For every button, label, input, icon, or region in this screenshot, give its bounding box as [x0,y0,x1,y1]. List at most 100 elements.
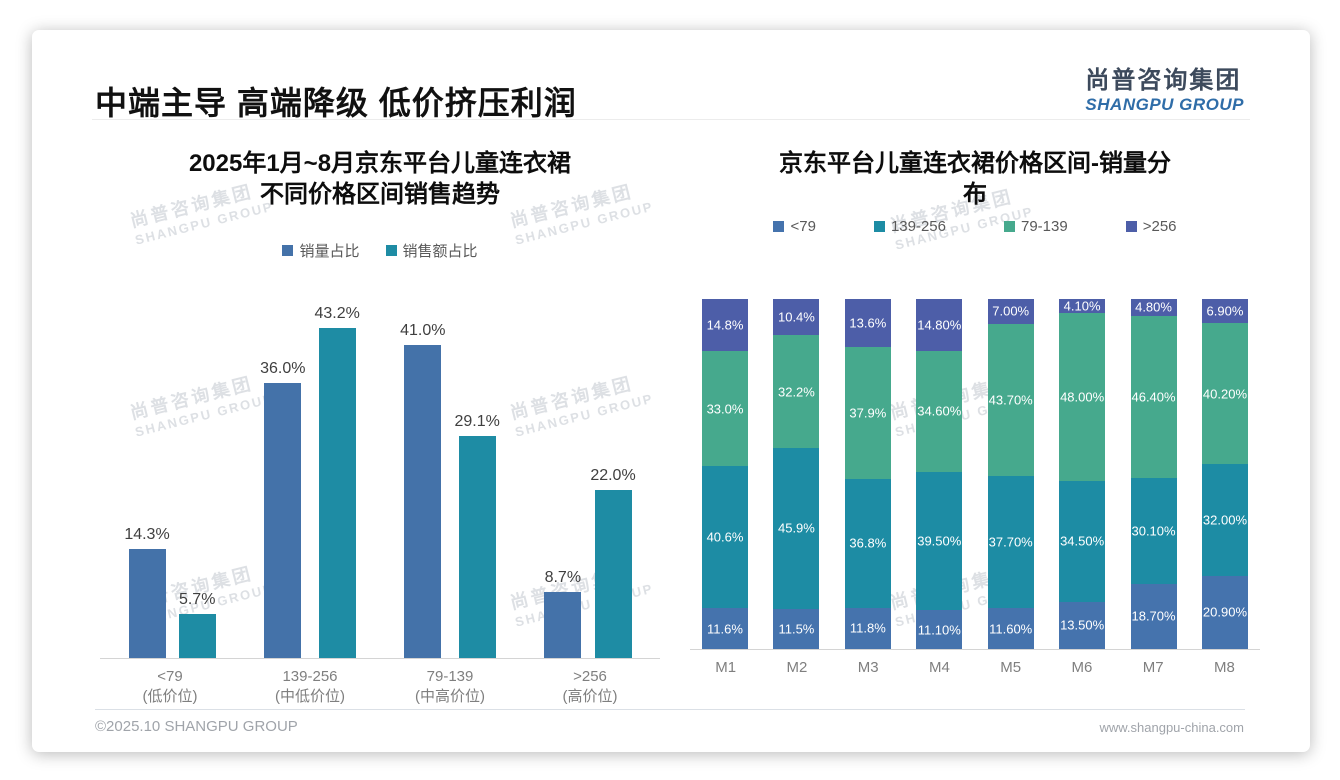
bar-value-label: 41.0% [400,322,446,339]
bar-segment: 40.20% [1201,323,1248,464]
bar: 22.0% [590,467,636,658]
stack-column: 11.8% 36.8% 37.9% 13.6% [844,299,891,649]
slide: 尚普咨询集团 SHANGPU GROUP 尚普咨询集团 SHANGPU GROUP 尚普… [32,30,1310,752]
bar-segment: 14.8% [702,299,748,351]
bar-segment: 11.6% [702,608,748,649]
stack-column: 11.10% 39.50% 34.60% 14.80% [916,299,963,649]
legend-label: 销售额占比 [402,243,478,260]
bar-segment: 37.9% [844,346,891,480]
brand-logo-cn: 尚普咨询集团 [1085,67,1242,94]
segment-value-label: 39.50% [917,533,962,549]
segment-value-label: 45.9% [777,520,815,536]
bar-segment: 11.8% [844,607,891,649]
segment-value-label: 48.00% [1060,389,1105,405]
chart-price-band-volume-distribution: 京东平台儿童连衣裙价格区间-销量分布 <79 139-256 79-139 >256 … [690,148,1260,678]
plot-area: 11.6% 40.6% 33.0% 14.8% 11.5% 45.9% 32.2% 10.4%… [690,299,1260,678]
segment-value-label: 34.50% [1060,533,1105,549]
plot-area: 14.3% 5.7% 36.0% 43.2% 41.0% 29.1% 8.7% 22.0% <… [100,283,660,707]
bar-segment: 14.80% [916,299,963,351]
stack-column: 11.5% 45.9% 32.2% 10.4% [773,298,820,649]
bar-segment: 36.8% [844,479,891,608]
legend-label: 79-139 [1021,218,1068,235]
bar-value-label: 5.7% [178,591,216,608]
segment-value-label: 30.10% [1131,523,1176,539]
stack-column: 11.6% 40.6% 33.0% 14.8% [702,299,748,649]
legend-marker [1004,221,1015,232]
segment-value-label: 14.80% [917,317,962,333]
legend-marker [873,221,885,232]
legend-item: 销量占比 [282,240,360,261]
legend-item: 79-139 [1004,218,1068,235]
bar-value-label: 14.3% [124,526,170,543]
segment-value-label: 40.6% [706,529,744,545]
bar-segment: 32.2% [773,335,820,449]
header-divider [92,119,1250,120]
legend-item: 139-256 [873,218,946,235]
segment-value-label: 11.5% [778,621,815,637]
x-category-label: <79 (低价位) [142,668,198,705]
bar-value-label: 36.0% [260,360,306,377]
segment-value-label: 18.70% [1131,608,1176,624]
chart-title: 京东平台儿童连衣裙价格区间-销量分布 [779,150,1171,208]
bar-group: 36.0% 43.2% [240,283,380,658]
bar-segment: 34.60% [916,350,963,472]
bar-segment: 7.00% [987,299,1034,324]
segment-value-label: 6.90% [1206,303,1244,319]
page-title: 中端主导 高端降级 低价挤压利润 [95,85,577,121]
brand-logo: 尚普咨询集团 SHANGPU GROUP [1085,60,1244,115]
chart-title: 2025年1月~8月京东平台儿童连衣裙 不同价格区间销售趋势 [188,150,572,208]
x-category-label: M7 [1142,659,1164,676]
bar-segment: 18.70% [1130,583,1177,649]
bar-segment: 48.00% [1059,313,1106,482]
bar-group: 41.0% 29.1% [380,283,520,658]
x-category-label: M3 [857,659,879,676]
segment-value-label: 14.8% [706,317,744,333]
bar-segment: 11.5% [773,608,820,649]
segment-value-label: 11.8% [849,620,886,636]
bar-rect [318,328,356,658]
x-category-label: M1 [715,659,737,676]
x-category-label: >256 (高价位) [562,668,618,705]
segment-value-label: 32.00% [1202,512,1247,528]
segment-value-label: 13.6% [849,315,887,331]
brand-logo-en: SHANGPU GROUP [1085,95,1244,114]
legend-label: >256 [1142,218,1177,235]
bar: 14.3% [124,526,170,658]
bar-segment: 30.10% [1130,478,1177,584]
segment-value-label: 7.00% [992,303,1030,319]
x-category-label: M6 [1071,659,1093,676]
bar-rect [458,436,496,658]
bar-segment: 11.60% [987,608,1034,649]
footer-website: www.shangpu-china.com [1099,720,1244,735]
segment-value-label: 46.40% [1131,389,1176,405]
legend-label: 139-256 [890,218,946,235]
bar-segment: 40.6% [702,466,748,609]
segment-value-label: 43.70% [988,392,1033,408]
segment-value-label: 11.60% [989,621,1033,637]
bar-segment: 32.00% [1201,463,1248,576]
bar-segment: 10.4% [773,298,820,336]
segment-value-label: 33.0% [706,401,744,417]
legend-item: <79 [773,218,816,235]
x-axis-line [100,658,660,659]
bar: 29.1% [455,413,500,658]
bar-segment: 13.50% [1059,601,1106,649]
segment-value-label: 34.60% [917,403,962,419]
bar-segment: 39.50% [916,471,963,611]
x-category-label: M5 [1000,659,1022,676]
bar-segment: 4.80% [1130,299,1177,316]
legend-marker [282,245,294,256]
bar-value-label: 43.2% [314,305,360,322]
bar-rect [544,592,582,658]
bar: 8.7% [544,569,582,658]
bar-segment: 37.70% [987,476,1034,609]
bar-rect [264,383,302,658]
bar-segment: 20.90% [1201,575,1248,649]
segment-value-label: 37.9% [849,405,887,421]
segment-value-label: 13.50% [1060,617,1105,633]
x-category-label: 79-139 (中高价位) [415,668,485,705]
segment-value-label: 11.6% [707,621,743,637]
footer-divider [95,709,1245,710]
x-axis-line [690,649,1260,650]
bar: 36.0% [260,360,306,658]
